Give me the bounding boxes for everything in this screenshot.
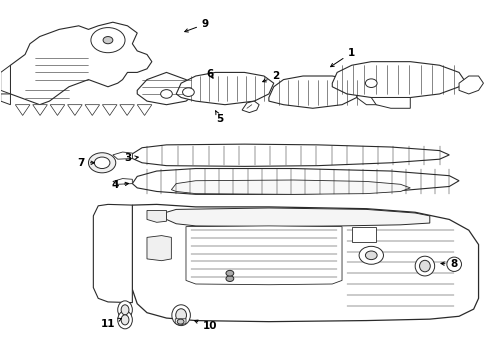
Ellipse shape [118, 301, 132, 319]
Text: 7: 7 [77, 158, 94, 168]
Circle shape [365, 79, 376, 87]
Text: 2: 2 [262, 71, 279, 82]
Polygon shape [67, 105, 82, 116]
Polygon shape [132, 168, 458, 194]
Polygon shape [137, 72, 195, 105]
Ellipse shape [121, 305, 129, 315]
Polygon shape [331, 62, 463, 98]
Polygon shape [132, 144, 448, 166]
Polygon shape [185, 226, 341, 285]
Polygon shape [93, 204, 132, 303]
Ellipse shape [175, 309, 186, 321]
Polygon shape [268, 76, 361, 108]
Text: 8: 8 [440, 259, 457, 269]
Ellipse shape [171, 305, 190, 325]
Circle shape [88, 153, 116, 173]
Polygon shape [137, 105, 152, 116]
Polygon shape [356, 83, 390, 105]
Polygon shape [0, 65, 10, 94]
Polygon shape [171, 180, 409, 194]
Circle shape [103, 37, 113, 44]
FancyBboxPatch shape [351, 227, 375, 242]
Polygon shape [50, 105, 64, 116]
Ellipse shape [414, 256, 434, 276]
Polygon shape [458, 76, 483, 94]
Text: 11: 11 [101, 318, 121, 329]
Circle shape [365, 251, 376, 260]
Ellipse shape [118, 311, 132, 329]
Polygon shape [166, 208, 429, 226]
Text: 9: 9 [184, 19, 209, 32]
Polygon shape [147, 211, 166, 222]
Polygon shape [0, 94, 10, 105]
Text: 5: 5 [215, 111, 224, 124]
Polygon shape [370, 98, 409, 108]
Polygon shape [33, 105, 47, 116]
Polygon shape [113, 179, 132, 184]
Text: 1: 1 [330, 48, 355, 67]
Text: 10: 10 [194, 320, 217, 331]
Polygon shape [102, 105, 117, 116]
Ellipse shape [121, 315, 129, 325]
Ellipse shape [419, 260, 429, 272]
Circle shape [225, 276, 233, 282]
Ellipse shape [446, 257, 461, 271]
Polygon shape [10, 22, 152, 105]
Polygon shape [113, 152, 132, 159]
Circle shape [177, 319, 183, 324]
Polygon shape [147, 235, 171, 261]
Circle shape [94, 157, 110, 168]
Text: 4: 4 [111, 180, 128, 190]
Text: 6: 6 [206, 69, 214, 79]
Circle shape [225, 270, 233, 276]
Text: 3: 3 [123, 153, 138, 163]
Circle shape [160, 90, 172, 98]
Polygon shape [242, 101, 259, 113]
Circle shape [358, 246, 383, 264]
Polygon shape [176, 72, 273, 105]
Circle shape [182, 88, 194, 96]
Polygon shape [85, 105, 100, 116]
Circle shape [91, 28, 125, 53]
Polygon shape [132, 204, 478, 321]
Polygon shape [175, 319, 185, 325]
Polygon shape [15, 105, 30, 116]
Polygon shape [120, 105, 134, 116]
